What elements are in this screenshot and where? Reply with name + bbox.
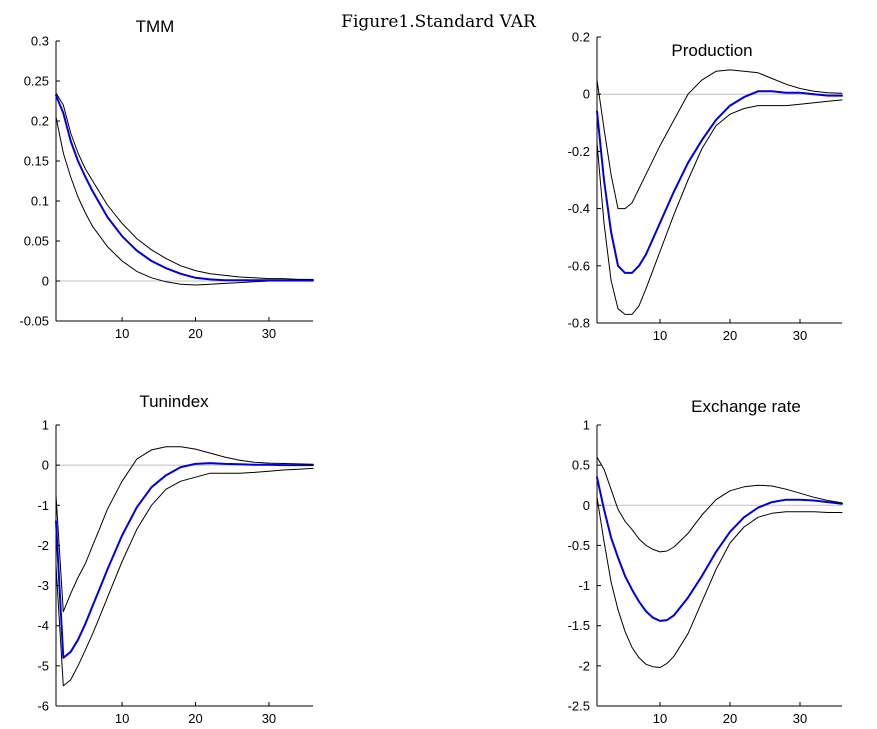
series-line-upper: [596, 69, 843, 210]
y-tick-label: 0.5: [572, 458, 590, 473]
y-tick-label: -1: [578, 578, 590, 593]
x-tick-label: 20: [188, 711, 202, 726]
y-tick-label: 0.25: [24, 74, 49, 89]
series-line-upper: [55, 92, 314, 280]
series-line-estimate: [596, 476, 843, 622]
x-tick-label: 30: [262, 326, 276, 341]
y-tick-label: -0.8: [568, 316, 590, 331]
panel-title: TMM: [136, 17, 175, 36]
x-tick-label: 10: [653, 711, 667, 726]
series-line-estimate: [55, 94, 314, 282]
panel-title: Exchange rate: [691, 397, 801, 416]
series-line-estimate: [55, 462, 314, 659]
y-tick-label: -0.2: [568, 144, 590, 159]
y-tick-label: 0: [42, 274, 49, 289]
y-tick-label: 0.15: [24, 154, 49, 169]
y-tick-label: -2: [578, 658, 590, 673]
panel-title: Tunindex: [139, 392, 209, 411]
x-tick-label: 20: [723, 328, 737, 343]
panel-title: Production: [671, 41, 752, 60]
y-tick-label: -6: [37, 699, 49, 714]
y-tick-label: 0.3: [31, 34, 49, 49]
series-line-lower: [596, 496, 843, 668]
y-tick-label: -1.5: [568, 618, 590, 633]
y-tick-label: -0.4: [568, 201, 590, 216]
figure-title: Figure1.Standard VAR: [341, 12, 536, 32]
series-line-estimate: [596, 90, 843, 274]
y-tick-label: -2.5: [568, 699, 590, 714]
series-line-upper: [596, 456, 843, 553]
panel-exchange-rate: Exchange rate -2.5 -2 -1.5 -1 -0.5 0 0.5 1 10 20 30: [568, 397, 843, 726]
y-tick-label: 0.2: [572, 30, 590, 45]
series-line-lower: [55, 116, 314, 286]
x-tick-label: 20: [723, 711, 737, 726]
y-tick-label: -0.6: [568, 258, 590, 273]
series-line-upper: [55, 446, 314, 613]
x-tick-label: 20: [188, 326, 202, 341]
y-tick-label: -2: [37, 538, 49, 553]
y-tick-label: -4: [37, 618, 49, 633]
x-tick-label: 10: [115, 711, 129, 726]
y-tick-label: 0.05: [24, 234, 49, 249]
series-line-lower: [55, 467, 314, 687]
y-tick-label: 0: [42, 458, 49, 473]
y-tick-label: -0.5: [568, 538, 590, 553]
y-tick-label: -1: [37, 498, 49, 513]
series-line-lower: [596, 99, 843, 315]
y-tick-label: 0.1: [31, 194, 49, 209]
y-tick-label: 1: [583, 418, 590, 433]
y-tick-label: -3: [37, 578, 49, 593]
y-tick-label: -5: [37, 658, 49, 673]
x-tick-label: 30: [793, 711, 807, 726]
panel-tunindex: Tunindex -6 -5 -4 -3 -2 -1 0 1 10 20 30: [37, 392, 314, 726]
y-tick-label: 0: [583, 498, 590, 513]
panel-tmm: TMM -0.05 0 0.05 0.1 0.15 0.2 0.25 0.3 10 20 30: [19, 17, 314, 341]
x-tick-label: 30: [262, 711, 276, 726]
y-tick-label: 0.2: [31, 114, 49, 129]
x-tick-label: 10: [115, 326, 129, 341]
x-tick-label: 30: [793, 328, 807, 343]
y-tick-label: 1: [42, 418, 49, 433]
panel-production: Production -0.8 -0.6 -0.4 -0.2 0 0.2 10 20 30: [568, 30, 843, 343]
y-tick-label: -0.05: [19, 314, 49, 329]
x-tick-label: 10: [653, 328, 667, 343]
y-tick-label: 0: [583, 87, 590, 102]
